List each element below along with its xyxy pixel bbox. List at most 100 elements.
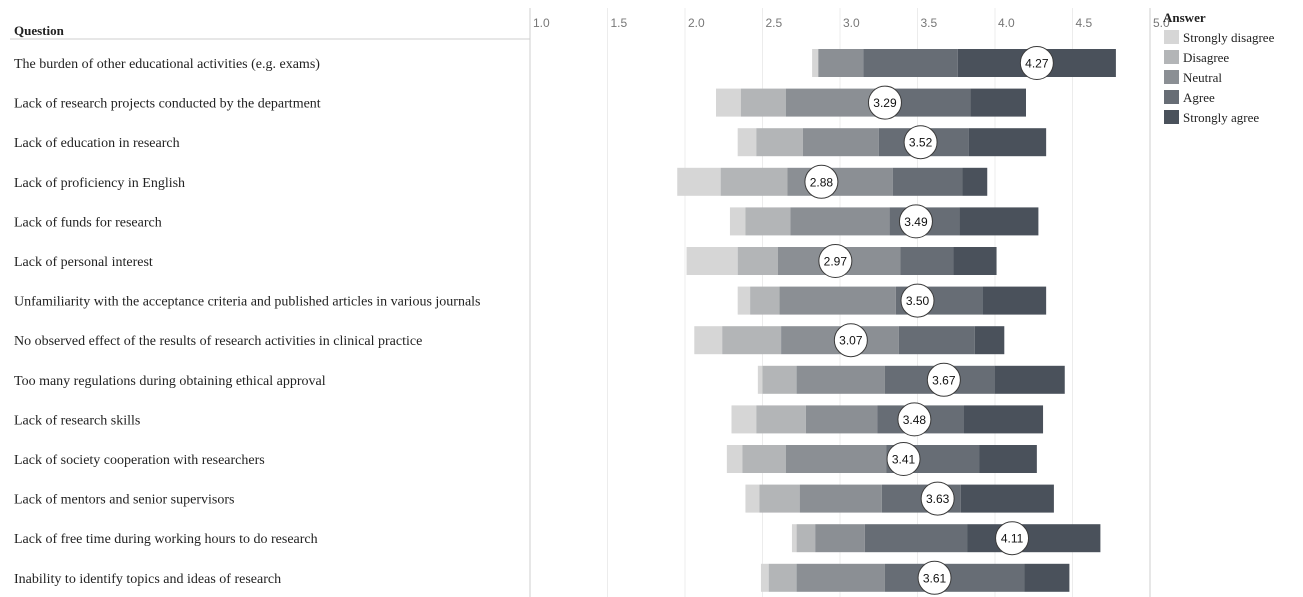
bar-segment bbox=[785, 88, 875, 117]
row-labels: Question The burden of other educational… bbox=[14, 23, 481, 587]
mean-marker bbox=[1019, 46, 1054, 80]
bar-segment bbox=[750, 286, 780, 315]
mean-marker bbox=[804, 164, 839, 199]
legend-label: Disagree bbox=[1183, 50, 1229, 65]
bar-segment bbox=[812, 49, 819, 77]
bar-segment bbox=[756, 405, 806, 434]
legend-title: Answer bbox=[1163, 10, 1206, 25]
x-tick-label: 2.5 bbox=[766, 16, 783, 30]
bar-segment bbox=[964, 405, 1044, 434]
legend-swatch bbox=[1164, 110, 1179, 124]
bar-segment bbox=[791, 524, 797, 553]
bar-segment bbox=[737, 247, 778, 275]
bar-segment bbox=[745, 484, 760, 513]
bar-segment bbox=[796, 524, 816, 553]
bar-segment bbox=[898, 326, 975, 355]
bar-segment bbox=[1024, 563, 1070, 592]
x-tick-label: 5.0 bbox=[1153, 16, 1170, 30]
bar-segment bbox=[970, 88, 1026, 117]
mean-label: 3.29 bbox=[873, 96, 897, 110]
bar-segment bbox=[785, 445, 887, 473]
bar-segment bbox=[694, 326, 723, 355]
bar-segment bbox=[968, 128, 1047, 157]
row-label: Lack of education in research bbox=[14, 136, 180, 151]
row-label: Lack of research projects conducted by t… bbox=[14, 97, 321, 112]
bar-segment bbox=[805, 405, 878, 434]
bar-segment bbox=[982, 286, 1047, 315]
mean-label: 3.63 bbox=[926, 492, 950, 506]
bar-segment bbox=[818, 49, 864, 77]
row-label: Lack of society cooperation with researc… bbox=[14, 453, 265, 468]
x-tick-label: 4.0 bbox=[998, 16, 1015, 30]
legend-label: Agree bbox=[1183, 90, 1215, 105]
mean-marker bbox=[898, 204, 933, 239]
bar-segment bbox=[974, 326, 1005, 355]
mean-label: 3.67 bbox=[932, 373, 956, 387]
mean-label: 3.49 bbox=[904, 215, 928, 229]
bar-segment bbox=[979, 445, 1037, 473]
bar-segment bbox=[757, 365, 763, 394]
bar-segment bbox=[960, 484, 1054, 513]
legend-swatch bbox=[1164, 30, 1179, 44]
bar-segment bbox=[745, 207, 791, 236]
legend-swatch bbox=[1164, 70, 1179, 84]
mean-label: 2.97 bbox=[824, 255, 848, 269]
bar-segment bbox=[722, 326, 782, 355]
legend-label: Strongly disagree bbox=[1183, 30, 1275, 45]
mean-marker bbox=[926, 362, 961, 397]
row-header: Question bbox=[14, 23, 65, 38]
bar-segment bbox=[740, 88, 786, 117]
mean-marker bbox=[903, 125, 938, 160]
mean-marker bbox=[917, 560, 952, 595]
bar-segment bbox=[737, 128, 757, 157]
bar-segment bbox=[760, 563, 769, 592]
mean-label: 3.52 bbox=[909, 136, 933, 150]
bar-segment bbox=[779, 286, 896, 315]
bar-segment bbox=[720, 167, 788, 196]
bar-segment bbox=[787, 167, 893, 196]
row-label: Lack of funds for research bbox=[14, 215, 162, 230]
row-label: No observed effect of the results of res… bbox=[14, 334, 422, 349]
mean-marker bbox=[920, 481, 955, 516]
x-tick-label: 2.0 bbox=[688, 16, 705, 30]
legend-swatch bbox=[1164, 90, 1179, 104]
bar-segment bbox=[799, 484, 882, 513]
bar-segment bbox=[756, 128, 803, 157]
mean-label: 3.50 bbox=[906, 294, 930, 308]
bar-segment bbox=[762, 365, 797, 394]
mean-label: 4.27 bbox=[1025, 57, 1049, 71]
legend-label: Neutral bbox=[1183, 70, 1222, 85]
mean-label: 3.41 bbox=[892, 453, 916, 467]
row-label: Lack of proficiency in English bbox=[14, 176, 185, 191]
bar-segment bbox=[900, 247, 954, 275]
bar-segment bbox=[790, 207, 890, 236]
bar-segment bbox=[802, 128, 879, 157]
row-label: Lack of mentors and senior supervisors bbox=[14, 493, 234, 508]
mean-marker bbox=[995, 521, 1030, 556]
mean-marker bbox=[897, 402, 932, 437]
x-tick-label: 3.5 bbox=[921, 16, 938, 30]
mean-label: 2.88 bbox=[810, 175, 834, 189]
row-label: Too many regulations during obtaining et… bbox=[14, 374, 326, 389]
bar-segment bbox=[737, 286, 751, 315]
bar-segment bbox=[863, 49, 958, 77]
mean-label: 3.48 bbox=[903, 413, 927, 427]
bar-segment bbox=[759, 484, 800, 513]
x-tick-label: 1.5 bbox=[611, 16, 628, 30]
bar-segment bbox=[742, 445, 786, 473]
row-label: Lack of personal interest bbox=[14, 255, 153, 270]
mean-marker bbox=[818, 244, 853, 278]
mean-marker bbox=[867, 85, 902, 120]
legend: Answer Strongly disagree Disagree Neutral A… bbox=[1163, 10, 1275, 125]
bar-segment bbox=[995, 365, 1065, 394]
bar-segment bbox=[731, 405, 757, 434]
bar-segment bbox=[892, 167, 963, 196]
x-tick-label: 4.5 bbox=[1076, 16, 1093, 30]
row-label: Inability to identify topics and ideas o… bbox=[14, 572, 281, 587]
bar-segment bbox=[815, 524, 865, 553]
mean-label: 4.11 bbox=[1001, 532, 1024, 546]
bar-segment bbox=[959, 207, 1039, 236]
bar-segment bbox=[796, 563, 885, 592]
bar-segment bbox=[726, 445, 743, 473]
